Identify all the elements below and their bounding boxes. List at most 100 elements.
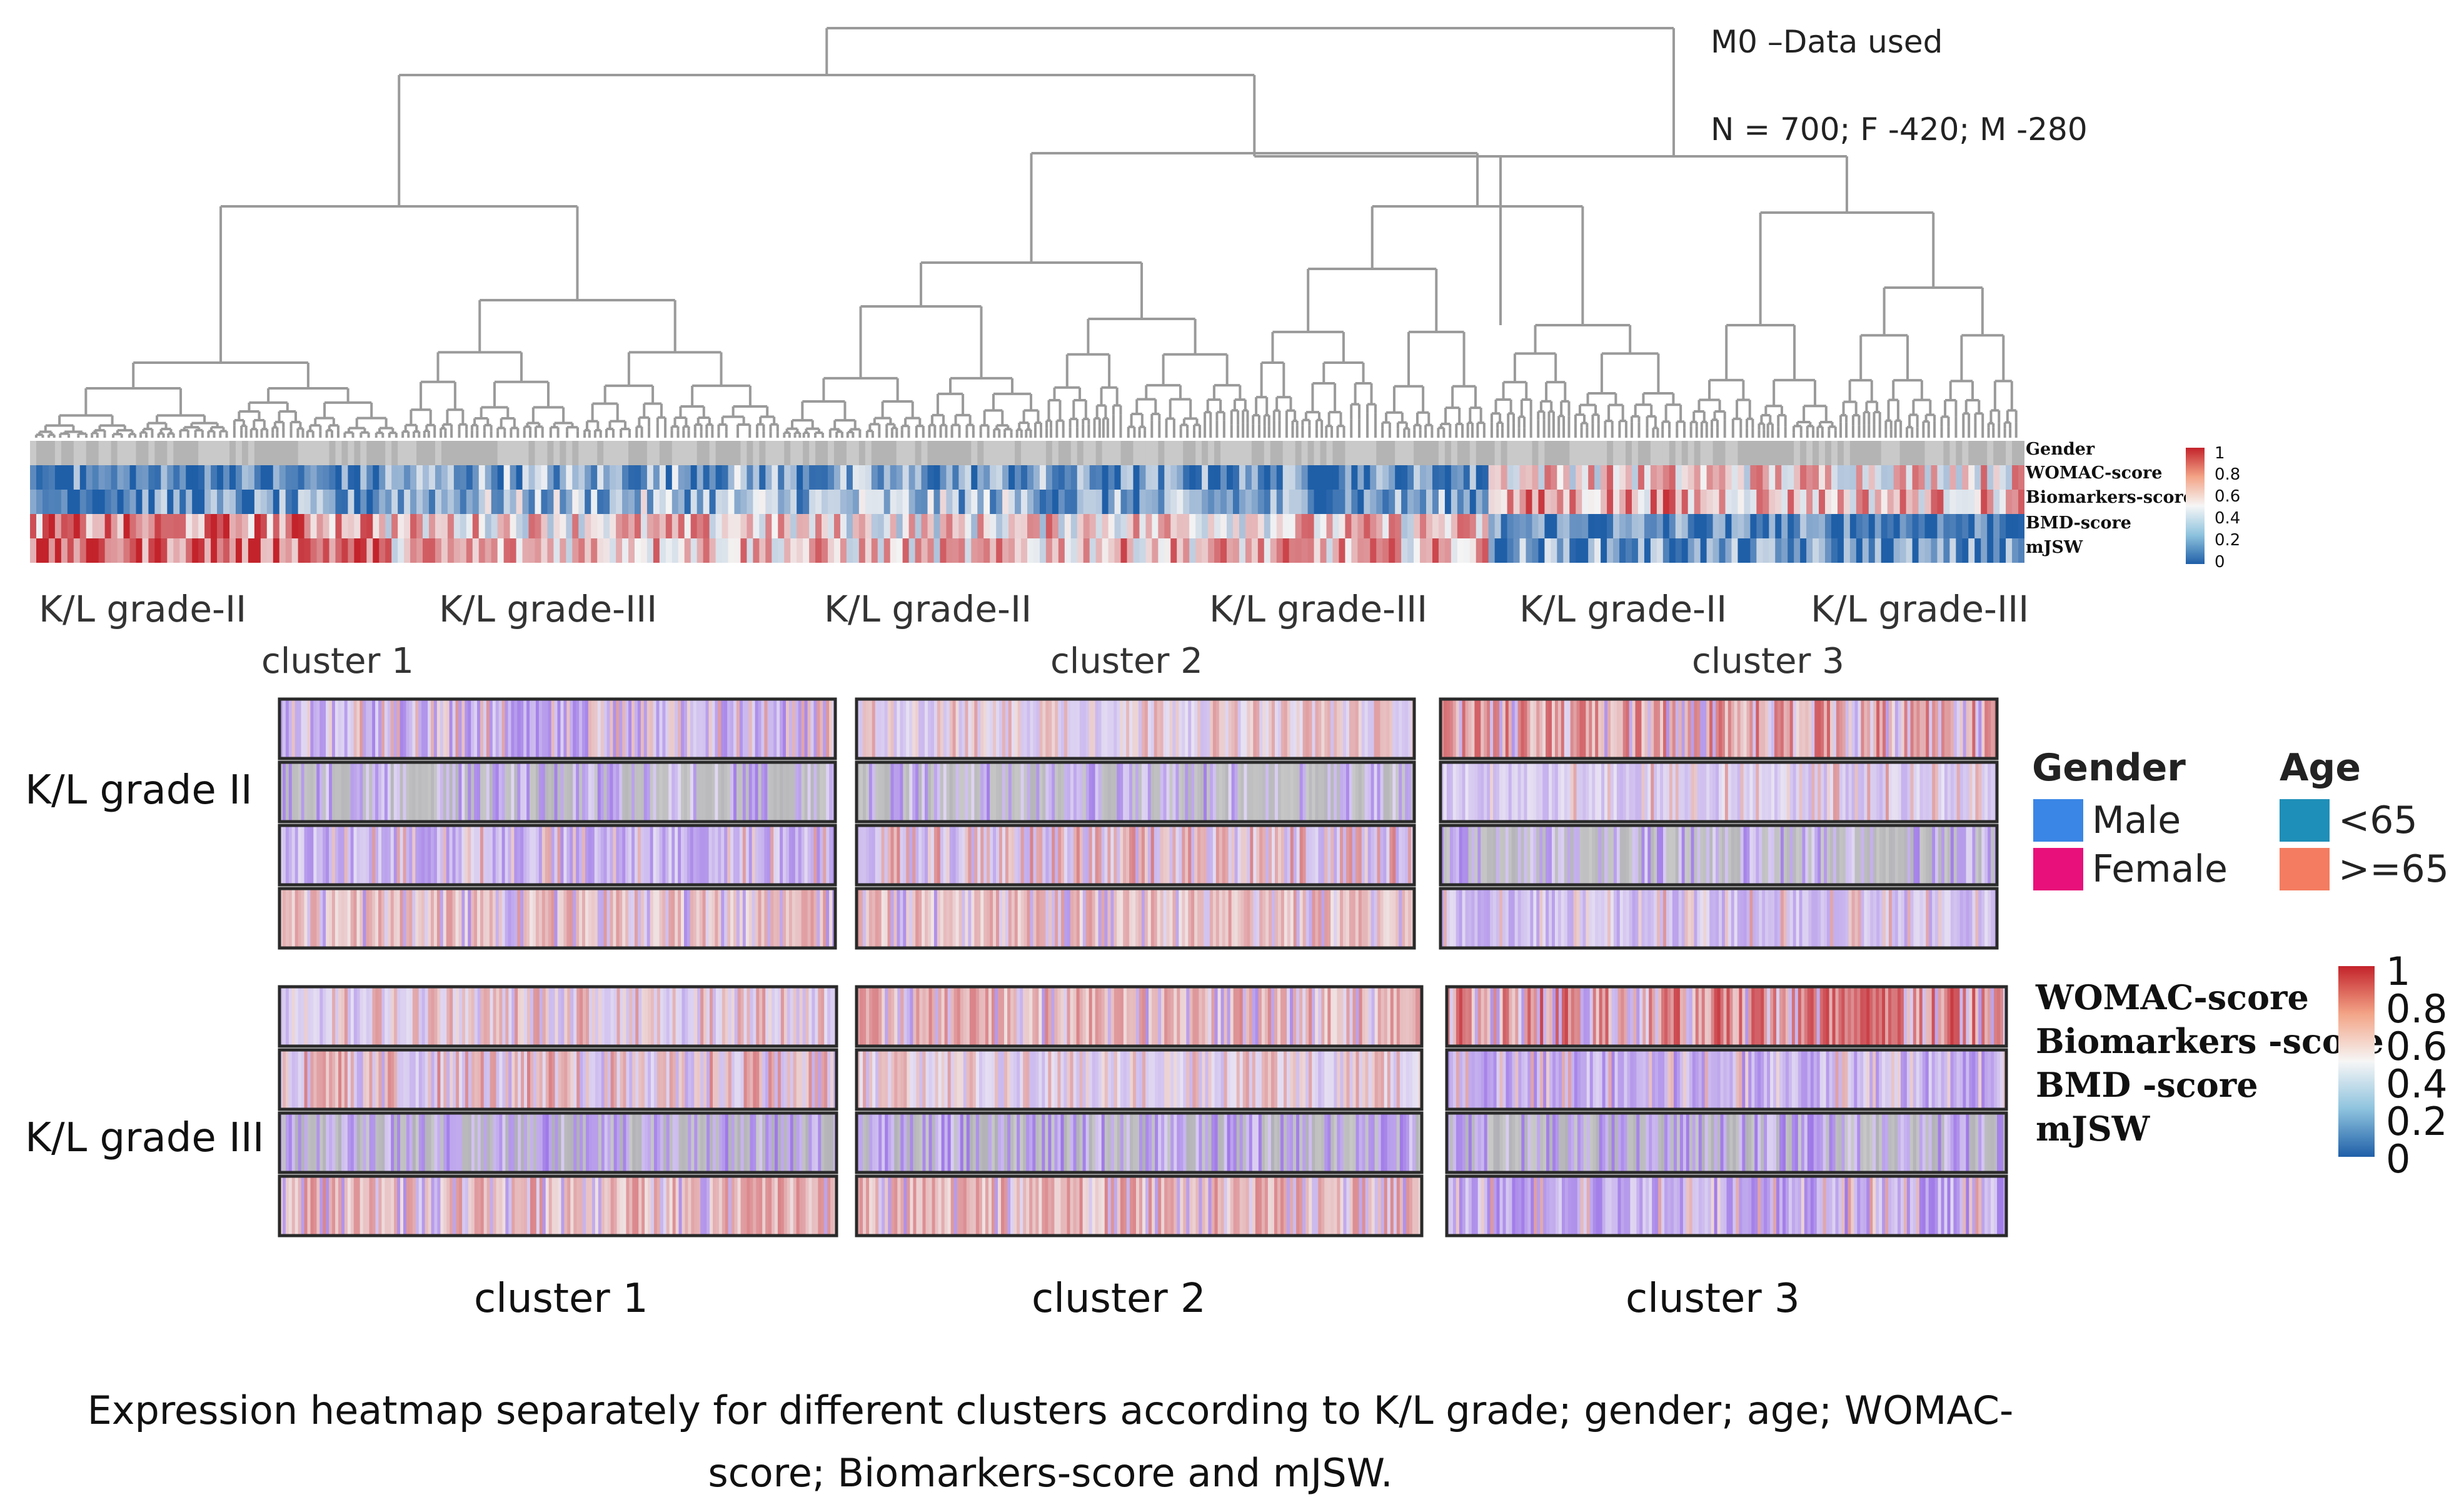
top-heatmap-cell [1114, 441, 1122, 465]
heatmap-stripe [461, 889, 465, 948]
heatmap-stripe [613, 762, 616, 822]
top-heatmap-cell [1856, 465, 1863, 490]
heatmap-stripe [347, 699, 351, 759]
top-heatmap-cell [833, 441, 841, 465]
top-heatmap-cell [73, 490, 81, 514]
top-heatmap-cell [1114, 514, 1122, 538]
heatmap-stripe [952, 762, 957, 822]
top-heatmap-cell [1893, 538, 1901, 563]
heatmap-stripe [1055, 889, 1059, 948]
top-heatmap-cell [1881, 490, 1888, 514]
top-heatmap-cell [266, 465, 274, 490]
heatmap-stripe [893, 762, 897, 822]
top-heatmap-cell [1737, 490, 1745, 514]
top-heatmap-cell [1469, 465, 1477, 490]
heatmap-stripe [801, 762, 805, 822]
top-heatmap-cell [1039, 465, 1047, 490]
top-heatmap-cell [833, 538, 841, 563]
top-heatmap-cell [161, 538, 168, 563]
heatmap-stripe [1408, 889, 1412, 948]
heatmap-stripe [1703, 762, 1707, 822]
top-heatmap-cell [715, 490, 723, 514]
heatmap-stripe [1731, 825, 1735, 885]
heatmap-stripe [650, 889, 654, 948]
top-heatmap-cell [1687, 538, 1695, 563]
top-heatmap-cell [366, 490, 373, 514]
heatmap-stripe [1465, 762, 1469, 822]
heatmap-stripe [826, 825, 830, 885]
heatmap-stripe [1367, 699, 1372, 759]
heatmap-stripe [859, 889, 863, 948]
top-heatmap-cell [192, 441, 199, 465]
heatmap-stripe [455, 762, 459, 822]
heatmap-stripe [893, 699, 897, 759]
top-heatmap-cell [279, 441, 286, 465]
heatmap-stripe [1604, 762, 1608, 822]
heatmap-stripe [597, 762, 601, 822]
heatmap-stripe [1067, 889, 1071, 948]
top-heatmap-cell [285, 538, 293, 563]
heatmap-stripe [1027, 889, 1031, 948]
top-heatmap-cell [622, 465, 629, 490]
heatmap-stripe [1935, 762, 1939, 822]
top-heatmap-cell [161, 465, 168, 490]
heatmap-stripe [384, 762, 388, 822]
heatmap-stripe [1200, 889, 1204, 948]
top-heatmap-cell [1058, 465, 1065, 490]
heatmap-stripe [1848, 762, 1853, 822]
heatmap-stripe [788, 762, 793, 822]
top-heatmap-cell [628, 441, 635, 465]
top-heatmap-cell [129, 441, 137, 465]
heatmap-stripe [965, 699, 968, 759]
heatmap-stripe [1521, 699, 1524, 759]
top-heatmap-cell [1332, 465, 1340, 490]
heatmap-stripe [1017, 762, 1022, 822]
top-heatmap-cell [379, 538, 386, 563]
heatmap-stripe [1777, 762, 1781, 822]
top-heatmap-cell [1881, 441, 1888, 465]
top-heatmap-cell [291, 490, 299, 514]
heatmap-stripe [1185, 699, 1189, 759]
heatmap-stripe [1361, 889, 1365, 948]
top-heatmap-cell [1064, 465, 1072, 490]
heatmap-stripe [996, 699, 1000, 759]
top-heatmap-cell [1357, 514, 1364, 538]
top-heatmap-cell [1257, 465, 1265, 490]
heatmap-stripe [968, 825, 972, 885]
heatmap-stripe [1157, 762, 1161, 822]
heatmap-stripe [1746, 762, 1750, 822]
heatmap-stripe [381, 889, 385, 948]
heatmap-stripe [829, 762, 833, 822]
heatmap-stripe [1200, 825, 1204, 885]
top-heatmap-cell [2006, 441, 2013, 465]
heatmap-stripe [887, 889, 892, 948]
top-heatmap-cell [1395, 490, 1402, 514]
top-heatmap-cell [36, 490, 43, 514]
heatmap-stripe [702, 889, 707, 948]
heatmap-stripe [369, 762, 373, 822]
heatmap-stripe [949, 762, 953, 822]
heatmap-stripe [646, 762, 651, 822]
top-heatmap-cell [1389, 538, 1395, 563]
top-heatmap-cell [404, 490, 411, 514]
group-label: K/L grade-III [1811, 588, 2029, 630]
top-heatmap-cell [217, 465, 224, 490]
heatmap-stripe [1048, 825, 1052, 885]
heatmap-stripe [628, 699, 632, 759]
heatmap-stripe [1287, 699, 1291, 759]
top-heatmap-cell [1644, 490, 1651, 514]
heatmap-stripe [742, 762, 747, 822]
top-heatmap-cell [915, 490, 922, 514]
heatmap-stripe [721, 762, 725, 822]
top-heatmap-cell [1507, 514, 1514, 538]
top-heatmap-cell [410, 538, 417, 563]
heatmap-stripe [1244, 825, 1247, 885]
top-heatmap-cell [460, 465, 467, 490]
heatmap-stripe [1330, 825, 1334, 885]
heatmap-stripe [1824, 699, 1828, 759]
top-heatmap-cell [1924, 490, 1932, 514]
top-heatmap-cell [747, 538, 753, 563]
cluster-label: cluster 2 [1050, 641, 1203, 682]
heatmap-stripe [1182, 699, 1185, 759]
heatmap-stripe [1694, 699, 1697, 759]
